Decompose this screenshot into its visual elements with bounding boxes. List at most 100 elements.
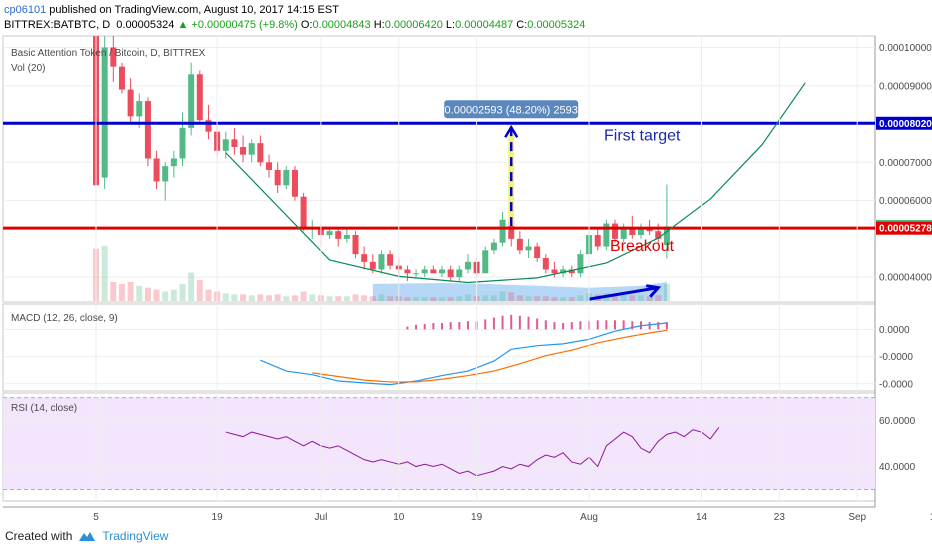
volume-bar bbox=[110, 282, 117, 301]
volume-bar bbox=[430, 297, 437, 301]
volume-bar bbox=[499, 291, 506, 301]
candle-body bbox=[439, 269, 446, 274]
candle-body bbox=[620, 227, 627, 239]
volume-bar bbox=[612, 295, 619, 301]
volume-bar bbox=[283, 296, 290, 301]
macd-histogram-bar bbox=[441, 323, 444, 330]
macd-histogram-bar bbox=[553, 322, 556, 330]
candle-body bbox=[300, 196, 307, 228]
candle bbox=[162, 162, 169, 201]
candle-body bbox=[378, 254, 385, 270]
macd-histogram-bar bbox=[579, 321, 582, 330]
time-tick-label: Sep bbox=[848, 512, 866, 523]
candle-body bbox=[551, 269, 558, 274]
candle bbox=[291, 166, 298, 201]
candle bbox=[447, 265, 454, 281]
candle-body bbox=[326, 231, 333, 236]
price-scale-badge-label: 0.00005278 bbox=[879, 224, 932, 235]
volume-bar bbox=[205, 289, 212, 301]
time-tick-label: 10 bbox=[393, 512, 405, 523]
volume-title: Vol (20) bbox=[11, 63, 45, 74]
candle-body bbox=[283, 169, 290, 186]
candle-body bbox=[188, 74, 195, 128]
volume-bar bbox=[309, 294, 316, 301]
candle bbox=[378, 250, 385, 274]
volume-bar bbox=[300, 291, 307, 301]
candle-body bbox=[136, 101, 143, 117]
tradingview-brand[interactable]: TradingView bbox=[102, 529, 169, 543]
candle-body bbox=[421, 269, 428, 274]
open-value: 0.00004843 bbox=[312, 19, 371, 31]
time-tick-label: 19 bbox=[212, 512, 224, 523]
candle-body bbox=[266, 162, 273, 170]
candle bbox=[525, 238, 532, 258]
volume-bar bbox=[646, 296, 653, 301]
macd-histogram-bar bbox=[631, 321, 634, 330]
volume-bar bbox=[231, 294, 238, 301]
candle bbox=[352, 231, 359, 258]
volume-bar bbox=[196, 280, 203, 301]
volume-bar bbox=[266, 295, 273, 301]
candle-body bbox=[248, 143, 255, 155]
volume-bar bbox=[378, 294, 385, 301]
high-label: H: bbox=[373, 19, 385, 31]
candle bbox=[413, 269, 420, 278]
macd-histogram-bar bbox=[527, 316, 530, 330]
candle bbox=[490, 238, 497, 255]
candle bbox=[274, 162, 281, 193]
price-pane bbox=[3, 36, 875, 301]
candle-body bbox=[464, 261, 471, 270]
rsi-line bbox=[225, 427, 720, 477]
candle-body bbox=[335, 231, 342, 239]
candle bbox=[118, 62, 125, 94]
author-link[interactable]: cp06101 bbox=[4, 4, 47, 16]
rsi-pane bbox=[3, 397, 875, 491]
volume-bar bbox=[188, 272, 195, 301]
candle bbox=[568, 265, 575, 278]
rsi-tick-label: 40.0000 bbox=[879, 462, 916, 473]
candle-body bbox=[655, 231, 662, 239]
ohlc-info: BITTREX:BATBTC, D 0.00005324 ▲ +0.000004… bbox=[4, 19, 585, 31]
candle bbox=[170, 150, 177, 178]
candle-body bbox=[516, 238, 523, 251]
volume-bar bbox=[534, 296, 541, 301]
candle bbox=[300, 192, 307, 232]
candle-body bbox=[240, 146, 247, 155]
volume-bar bbox=[387, 296, 394, 301]
pane-frame bbox=[2, 35, 876, 303]
candle bbox=[560, 265, 567, 278]
volume-arrow bbox=[588, 286, 659, 301]
rsi-title: RSI (14, close) bbox=[11, 403, 77, 414]
macd-histogram-bar bbox=[562, 323, 565, 330]
candle bbox=[663, 184, 670, 259]
candle-body bbox=[577, 254, 584, 274]
volume-bar bbox=[637, 295, 644, 301]
candle-body bbox=[231, 139, 238, 147]
candle bbox=[464, 254, 471, 274]
macd-histogram-bar bbox=[415, 324, 418, 330]
candle-body bbox=[343, 235, 350, 239]
candle-body bbox=[352, 235, 359, 255]
volume-bar bbox=[274, 294, 281, 301]
pane-frame bbox=[2, 303, 876, 392]
volume-bar bbox=[447, 297, 454, 301]
time-tick-label: 23 bbox=[774, 512, 786, 523]
macd-title: MACD (12, 26, close, 9) bbox=[11, 313, 118, 324]
volume-bar bbox=[568, 297, 575, 301]
volume-bar bbox=[257, 294, 264, 301]
candle-body bbox=[637, 227, 644, 236]
volume-bar bbox=[620, 294, 627, 301]
candle bbox=[343, 227, 350, 243]
candle bbox=[266, 154, 273, 178]
macd-histogram-bar bbox=[536, 318, 539, 330]
volume-bar bbox=[144, 287, 151, 301]
macd-histogram-bar bbox=[657, 322, 660, 330]
candle-body bbox=[144, 101, 151, 159]
created-with-label: Created with bbox=[5, 529, 73, 543]
candle bbox=[335, 227, 342, 247]
macd-histogram-bar bbox=[510, 314, 513, 330]
candle-body bbox=[110, 47, 117, 67]
volume-bar bbox=[439, 297, 446, 301]
candle bbox=[110, 36, 117, 82]
